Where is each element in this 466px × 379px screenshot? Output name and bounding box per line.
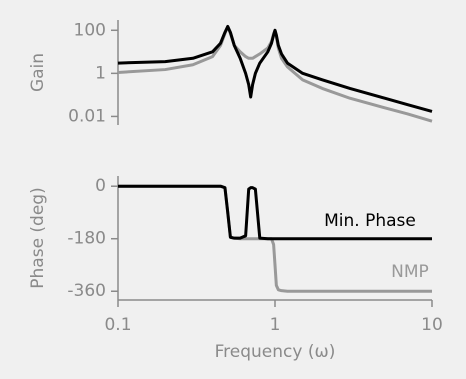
y-tick-label: 0 — [95, 176, 106, 196]
series-label: NMP — [391, 262, 429, 282]
y-tick-label: 100 — [74, 20, 106, 40]
series-line — [117, 24, 433, 123]
y-axis-label: Gain — [28, 53, 48, 92]
y-tick-label: -360 — [67, 281, 106, 301]
x-tick-label: 10 — [421, 315, 443, 335]
y-tick-label: 0.01 — [68, 106, 106, 126]
y-axis-label: Phase (deg) — [28, 187, 48, 288]
y-tick-label: -180 — [67, 229, 106, 249]
series-label: Min. Phase — [324, 211, 416, 231]
x-tick-label: 1 — [270, 315, 281, 335]
y-tick-label: 1 — [95, 63, 106, 83]
series-line — [117, 24, 433, 113]
x-tick-label: 0.1 — [104, 315, 131, 335]
series-line — [118, 184, 432, 241]
x-axis-label: Frequency (ω) — [215, 342, 336, 362]
